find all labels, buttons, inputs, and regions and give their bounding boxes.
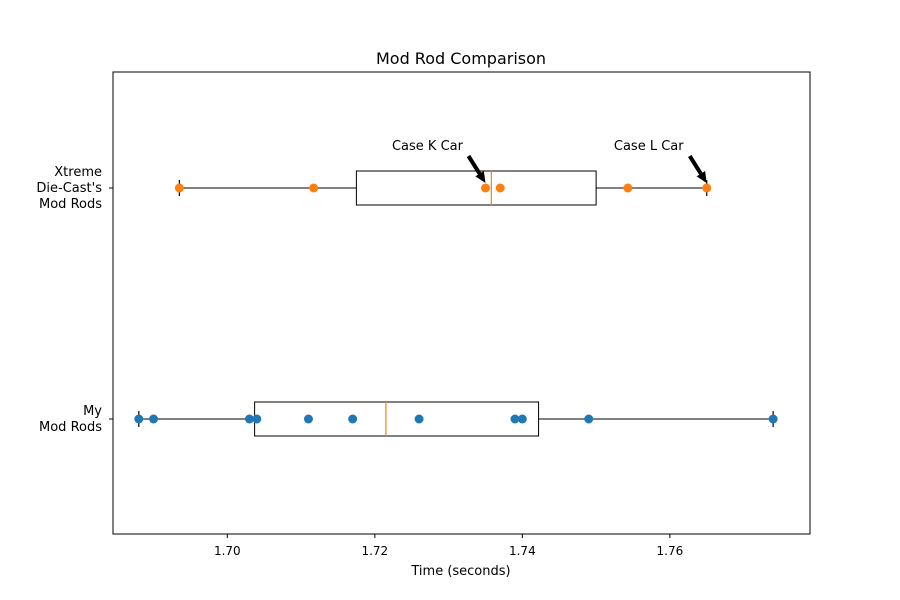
data-point xyxy=(768,414,778,424)
iqr-box xyxy=(254,401,540,437)
data-point xyxy=(702,183,712,193)
annotation-label: Case K Car xyxy=(392,139,464,154)
y-category-label: My Mod Rods xyxy=(39,404,102,435)
data-point xyxy=(149,414,159,424)
data-point xyxy=(480,183,490,193)
data-point xyxy=(303,414,313,424)
data-point xyxy=(244,414,254,424)
data-point xyxy=(252,414,262,424)
y-category-label-line: Mod Rods xyxy=(39,197,102,212)
x-tick-label: 1.74 xyxy=(509,544,536,558)
plot-area-frame xyxy=(112,71,811,535)
y-category-label-line: Xtreme xyxy=(54,165,102,180)
x-tick-label: 1.70 xyxy=(214,544,241,558)
x-axis-label: Time (seconds) xyxy=(410,564,510,579)
data-point xyxy=(348,414,358,424)
data-point xyxy=(517,414,527,424)
data-point xyxy=(510,414,520,424)
y-category-label: Xtreme Die-Cast's Mod Rods xyxy=(36,165,102,212)
data-point xyxy=(309,183,319,193)
annotation-arrow-shaft xyxy=(688,154,703,175)
annotation-arrow-head xyxy=(696,171,707,183)
x-tick-label: 1.72 xyxy=(361,544,388,558)
y-category-label-line: My xyxy=(83,404,102,419)
annotation-arrow-shaft xyxy=(466,154,482,175)
annotation-label: Case L Car xyxy=(614,139,684,154)
data-point xyxy=(584,414,594,424)
chart-title: Mod Rod Comparison xyxy=(376,49,546,68)
y-category-label-line: Die-Cast's xyxy=(36,181,102,196)
data-point xyxy=(623,183,633,193)
data-point xyxy=(495,183,505,193)
y-category-label-line: Mod Rods xyxy=(39,420,102,435)
data-point xyxy=(134,414,144,424)
data-point xyxy=(414,414,424,424)
x-tick-label: 1.76 xyxy=(657,544,684,558)
data-point xyxy=(174,183,184,193)
annotation-arrow-head xyxy=(475,171,486,183)
